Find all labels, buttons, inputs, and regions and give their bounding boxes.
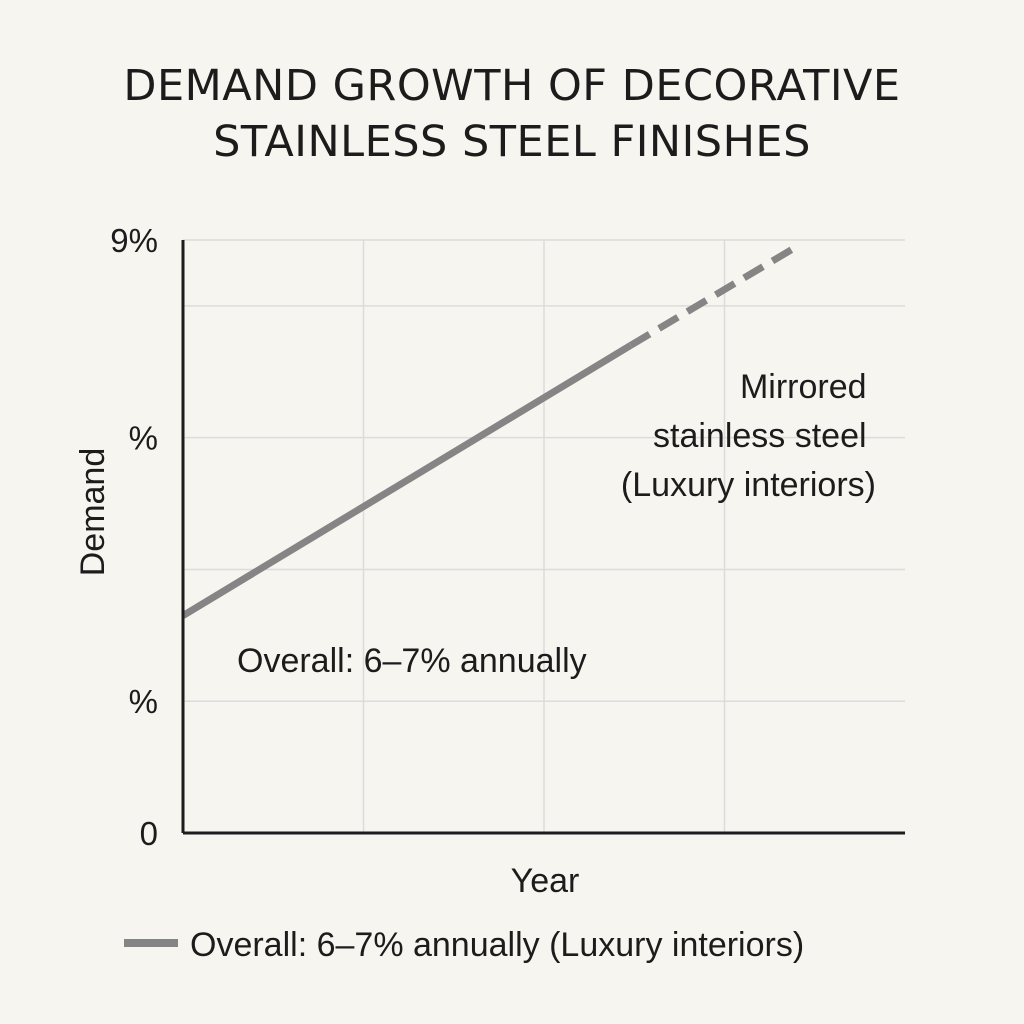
chart-title-line-2: STAINLESS STEEL FINISHES — [213, 117, 811, 167]
annotation-mirrored-line-3: (Luxury interiors) — [621, 466, 876, 504]
legend-label: Overall: 6–7% annually (Luxury interiors… — [190, 926, 804, 964]
grid — [183, 239, 905, 833]
y-tick-labels: 0%% 9% — [110, 222, 158, 852]
y-tick-label: 0 — [140, 815, 158, 852]
annotation-mirrored-stainless: Mirrored stainless steel (Luxury interio… — [621, 368, 876, 504]
series-layer — [181, 243, 799, 619]
y-tick-label: % — [129, 683, 158, 720]
legend: Overall: 6–7% annually (Luxury interiors… — [124, 926, 804, 964]
y-axis-label: Demand — [74, 448, 112, 577]
annotation-mirrored-line-2: stainless steel — [653, 417, 867, 455]
chart-title-line-1: DEMAND GROWTH OF DECORATIVE — [123, 61, 901, 111]
chart-title: DEMAND GROWTH OF DECORATIVE STAINLESS ST… — [0, 58, 1024, 170]
y-tick-label: % — [129, 420, 158, 457]
annotation-overall: Overall: 6–7% annually — [237, 642, 587, 680]
x-axis-label: Year — [511, 862, 580, 900]
annotation-mirrored-line-1: Mirrored — [740, 368, 867, 406]
series-line-projected — [628, 243, 799, 349]
series-line-actual — [181, 342, 633, 619]
y-tick-label: 9% — [110, 222, 158, 259]
axes — [181, 240, 905, 835]
